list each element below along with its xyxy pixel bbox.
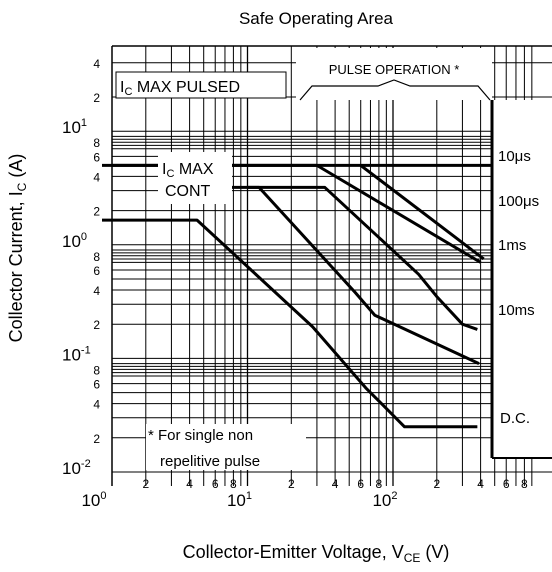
x-minor-tick-label: 2 (433, 477, 440, 491)
grid (111, 45, 552, 486)
ic-max-pulsed-box (115, 71, 287, 99)
x-minor-tick-label: 4 (332, 477, 339, 491)
bound-label-panel (492, 100, 552, 458)
x-minor-tick-label: 8 (521, 477, 528, 491)
x-minor-tick-label: 8 (376, 477, 383, 491)
axis-labels: Collector-Emitter Voltage, VCE (V) Collec… (6, 154, 449, 565)
x-minor-tick-label: 4 (186, 477, 193, 491)
footnote-line1: * For single non (148, 427, 253, 444)
series-10ms-line (182, 185, 480, 365)
y-tick-label: 101 (62, 117, 87, 137)
y-minor-tick-label: 8 (93, 250, 100, 264)
x-minor-tick-label: 6 (212, 477, 219, 491)
annotations: IC MAX PULSED PULSE OPERATION * IC MAX CONT… (115, 48, 492, 470)
x-minor-tick-label: 4 (477, 477, 484, 491)
x-tick-label: 100 (81, 490, 106, 510)
ic-max-cont-label-line2: CONT (165, 183, 211, 200)
y-minor-tick-label: 2 (93, 432, 100, 446)
series-100s-line (359, 164, 485, 261)
series-label: 10ms (498, 302, 535, 319)
x-tick-label: 102 (372, 490, 397, 510)
y-minor-tick-label: 2 (93, 318, 100, 332)
ic-max-cont-label: IC MAX (162, 161, 214, 180)
series-dc-line (102, 218, 478, 429)
y-tick-label: 10-2 (62, 458, 91, 478)
y-tick-label: 100 (62, 231, 87, 251)
ic-max-cont-box (158, 152, 232, 204)
chart-title: Safe Operating Area (239, 9, 394, 28)
y-minor-tick-label: 4 (93, 170, 100, 184)
y-minor-tick-label: 6 (93, 264, 100, 278)
pulse-operation-bracket (299, 79, 491, 101)
x-minor-tick-label: 6 (357, 477, 364, 491)
series-label: 10μs (498, 148, 531, 165)
ic-max-pulsed-label: IC MAX PULSED (120, 79, 240, 98)
x-minor-tick-label: 8 (230, 477, 237, 491)
x-minor-tick-label: 2 (142, 477, 149, 491)
y-minor-tick-label: 6 (93, 378, 100, 392)
y-minor-tick-label: 6 (93, 150, 100, 164)
y-tick-label: 10-1 (62, 344, 91, 364)
series-1ms-line (247, 185, 478, 331)
y-minor-tick-label: 8 (93, 363, 100, 377)
x-tick-label: 101 (227, 490, 252, 510)
x-minor-tick-label: 6 (503, 477, 510, 491)
x-axis-label: Collector-Emitter Voltage, VCE (V) (183, 542, 450, 565)
y-minor-tick-label: 2 (93, 205, 100, 219)
series-label: 100μs (498, 193, 539, 210)
pulse-operation-label: PULSE OPERATION * (329, 62, 460, 77)
y-minor-tick-label: 8 (93, 136, 100, 150)
y-minor-tick-label: 4 (93, 398, 100, 412)
x-minor-tick-label: 2 (288, 477, 295, 491)
y-minor-tick-label: 2 (93, 91, 100, 105)
pulse-operation-box (296, 48, 492, 100)
y-minor-tick-label: 4 (93, 57, 100, 71)
series-label: D.C. (500, 410, 530, 427)
footnote-box (146, 424, 306, 470)
y-minor-tick-label: 4 (93, 284, 100, 298)
series-label: 1ms (498, 237, 526, 254)
footnote-line2: repelitive pulse (160, 453, 260, 470)
y-axis-label: Collector Current, IC (A) (6, 154, 29, 343)
